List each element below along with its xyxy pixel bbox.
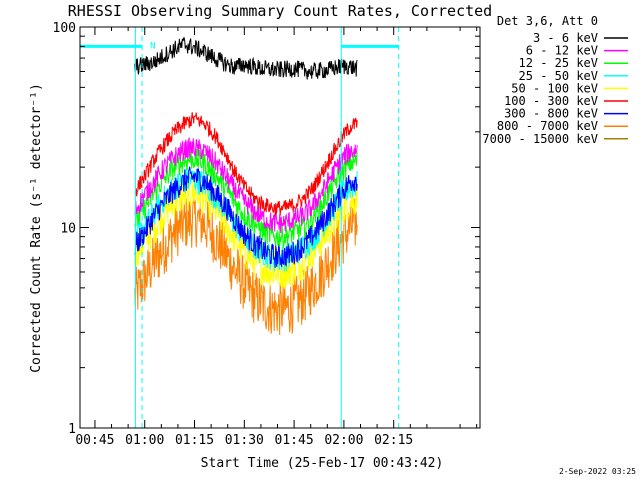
series-line-0 — [134, 36, 358, 80]
legend-label-3: 25 - 50 keV — [519, 69, 598, 83]
footer-date: 2-Sep-2022 03:25 — [559, 467, 636, 476]
x-tick-label-0: 00:45 — [75, 433, 114, 448]
y-tick-label-0: 1 — [68, 422, 76, 437]
series-line-7 — [134, 191, 358, 335]
x-tick-label-2: 01:15 — [175, 433, 214, 448]
x-axis-label: Start Time (25-Feb-17 00:43:42) — [201, 456, 444, 471]
axes: 00:45 01:00 01:15 01:30 01:45 02:00 02:15 1 10 10… — [53, 21, 480, 448]
series-line-1 — [134, 137, 358, 234]
legend-label-8: 7000 - 15000 keV — [482, 132, 598, 146]
x-tick-label-5: 02:00 — [324, 433, 363, 448]
legend-label-5: 100 - 300 keV — [504, 94, 598, 108]
y-axis-label: Corrected Count Rate (s⁻¹ detector⁻¹) — [29, 83, 44, 373]
y-tick-label-1: 10 — [60, 222, 76, 237]
x-tick-label-1: 01:00 — [125, 433, 164, 448]
series-line-5 — [134, 112, 358, 216]
legend-label-2: 12 - 25 keV — [519, 56, 598, 70]
legend-label-6: 300 - 800 keV — [504, 107, 598, 121]
legend-title: Det 3,6, Att 0 — [497, 14, 598, 28]
chart-title: RHESSI Observing Summary Count Rates, Co… — [68, 2, 492, 20]
legend-label-4: 50 - 100 keV — [511, 81, 598, 95]
y-tick-label-2: 100 — [53, 21, 76, 36]
annotation-label-0: N — [150, 41, 155, 51]
legend-label-1: 6 - 12 keV — [526, 44, 598, 58]
series-line-6 — [134, 166, 358, 268]
legend-label-7: 800 - 7000 keV — [497, 119, 598, 133]
x-tick-label-6: 02:15 — [374, 433, 413, 448]
legend-label-0: 3 - 6 keV — [533, 31, 598, 45]
x-tick-label-4: 01:45 — [275, 433, 314, 448]
x-tick-label-3: 01:30 — [225, 433, 264, 448]
